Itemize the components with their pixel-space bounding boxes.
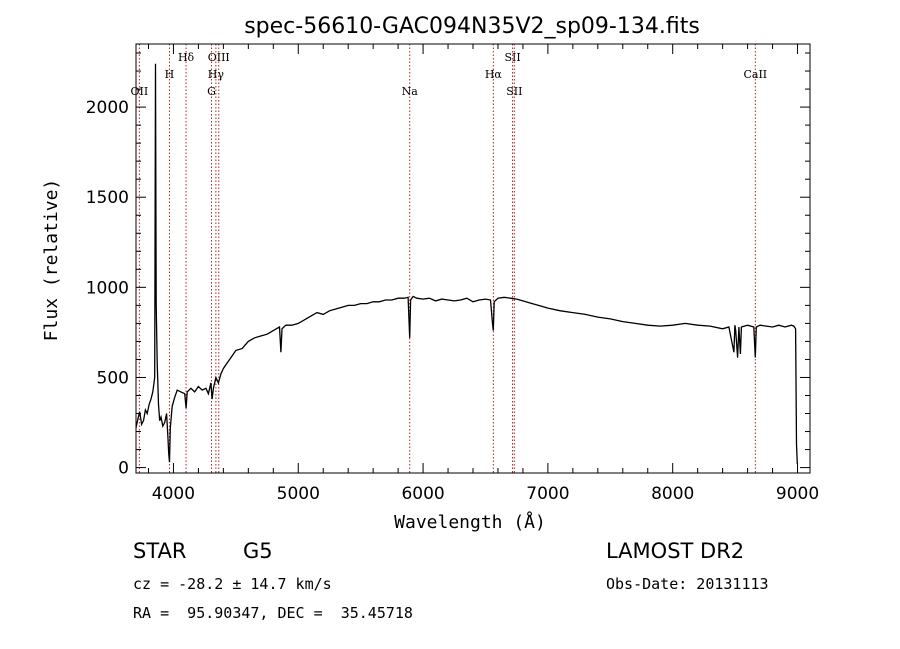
spectrum-line (135, 63, 798, 465)
line-marker-label: Na (402, 85, 419, 98)
y-tick-label: 2000 (86, 98, 129, 118)
redshift-cz: cz = -28.2 ± 14.7 km/s (133, 575, 332, 593)
line-marker-label: H (165, 68, 175, 81)
x-tick-label: 9000 (776, 484, 819, 504)
line-marker-label: OII (131, 85, 149, 98)
x-axis-title: Wavelength (Å) (394, 511, 546, 533)
x-tick-label: 5000 (277, 484, 320, 504)
y-tick-label: 1500 (86, 188, 129, 208)
y-tick-label: 500 (97, 368, 129, 388)
x-tick-label: 8000 (651, 484, 694, 504)
line-marker-label: OIII (208, 51, 230, 64)
line-marker-label: SII (506, 85, 522, 98)
y-tick-label: 1000 (86, 278, 129, 298)
x-tick-label: 4000 (152, 484, 195, 504)
y-axis-title: Flux (relative) (41, 179, 62, 342)
tick-labels: 4000 5000 6000 7000 8000 9000 0 500 1000 1500 2000 (86, 98, 819, 504)
line-marker-label: SII (504, 51, 520, 64)
x-tick-label: 7000 (526, 484, 569, 504)
survey-label: LAMOST DR2 (606, 539, 745, 563)
line-marker-label: Hδ (178, 51, 195, 64)
line-marker-label: Hγ (208, 68, 225, 81)
chart-title: spec-56610-GAC094N35V2_sp09-134.fits (244, 14, 700, 39)
subclass: G5 (243, 539, 273, 563)
line-marker-label: G (207, 85, 216, 98)
axis-ticks (136, 44, 810, 473)
plot-frame (135, 43, 811, 474)
coordinates: RA = 95.90347, DEC = 35.45718 (133, 604, 413, 622)
object-type: STAR (133, 539, 187, 563)
y-tick-label: 0 (118, 459, 129, 479)
line-marker-label: Hα (485, 68, 503, 81)
line-marker-label: CaII (743, 68, 767, 81)
obs-date: Obs-Date: 20131113 (606, 575, 769, 593)
x-tick-label: 6000 (401, 484, 444, 504)
